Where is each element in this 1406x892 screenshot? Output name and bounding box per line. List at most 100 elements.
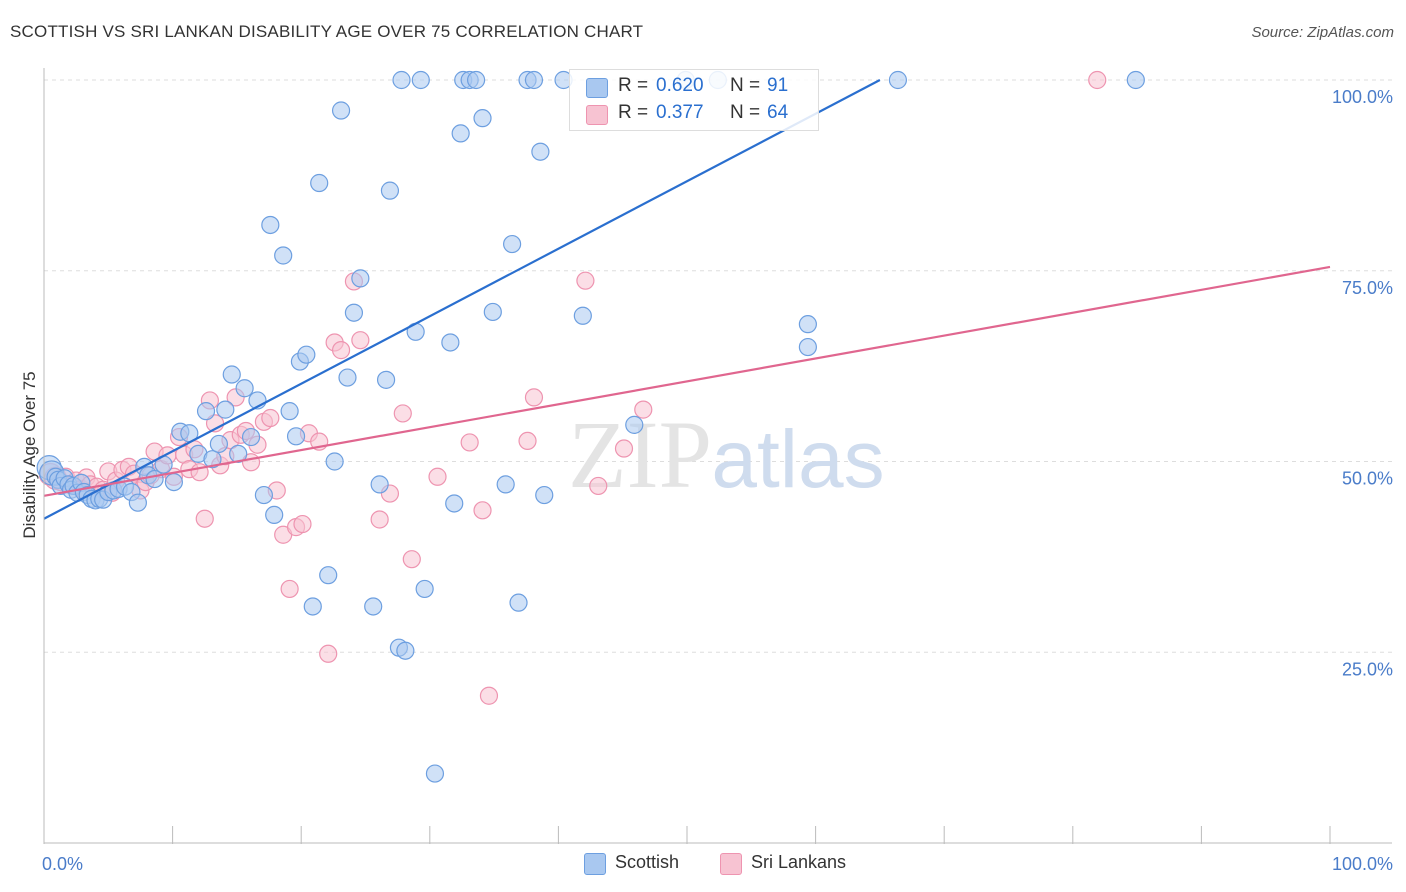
scottish-point [222,365,241,384]
scottish-point [286,427,306,446]
srilankan-point [293,514,312,534]
scottish-point [380,181,400,200]
scottish-point [496,475,515,494]
scottish-point [325,452,344,471]
srilankan-point [576,271,595,290]
srilankan-point [331,341,351,360]
legend-label-scottish: Scottish [615,852,680,872]
srilankan-point [402,550,421,569]
scottish-point [798,337,817,357]
x-tick-label: 100.0% [1332,854,1393,874]
legend-stats: R = 0.620 N = 91 R = 0.377 N = 64 [569,69,819,131]
srilankan-point [261,408,280,428]
srilankan-point [351,331,370,350]
x-tick-label: 0.0% [42,854,83,874]
trend-lines [43,79,1331,520]
scottish-point [203,450,222,469]
legend-r-label: R = [618,102,649,123]
scottish-point [209,434,228,454]
scottish-point [364,597,383,616]
scottish-point [376,370,396,389]
source-label: Source: ZipAtlas.com [1251,24,1394,41]
scottish-point [344,303,364,322]
scottish-point [524,70,544,90]
scottish-point [531,142,550,161]
scottish-point [216,400,235,419]
scottish-point [425,764,445,783]
scottish-point [473,109,492,128]
legend-r-label: R = [618,75,649,96]
scottish-point [297,345,316,364]
srilankan-point [393,404,412,423]
srilankan-point [460,433,479,452]
y-tick-label: 100.0% [1332,87,1393,107]
legend-swatch-scottish [586,78,608,98]
srilankan-point [524,388,544,407]
legend-swatch-scottish [584,853,606,875]
y-tick-label: 50.0% [1342,469,1393,489]
scottish-point [535,485,554,505]
scottish-trend-line [43,79,881,520]
scottish-point [573,306,592,325]
legend-n-label: N = [730,75,761,96]
scottish-point [888,70,908,90]
scottish-point [303,597,322,616]
scottish-point [128,493,147,512]
y-axis-label: Disability Age Over 75 [20,371,39,539]
srilankan-point [195,509,214,528]
legend-swatch-srilankan [586,105,608,125]
scottish-point [235,379,254,398]
chart-title: SCOTTISH VS SRI LANKAN DISABILITY AGE OV… [10,22,644,41]
watermark-atlas: atlas [711,414,884,505]
srilankan-point [634,400,653,419]
data-points [36,70,1145,783]
y-tick-label: 25.0% [1342,659,1393,679]
scottish-point [466,70,486,90]
legend-row-scottish: R = 0.620 N = 91 [570,74,818,100]
srilankan-point [319,644,338,663]
legend-row-srilankan: R = 0.377 N = 64 [570,101,818,127]
legend-n-value: 64 [767,102,789,123]
scottish-point [280,402,299,421]
scottish-point [310,173,329,193]
axes [43,68,1392,844]
scottish-point [241,427,261,447]
scottish-point [415,579,434,599]
scottish-point [798,315,817,334]
srilankan-point [370,510,389,529]
legend-n-value: 91 [767,75,789,96]
legend-r-value: 0.620 [656,75,704,96]
scottish-point [483,302,502,322]
scottish-point [392,70,411,90]
srilankan-point [479,686,499,705]
legend-r-value: 0.377 [656,102,704,123]
scottish-point [265,505,284,525]
scottish-point [370,475,389,494]
scottish-point [351,269,370,288]
scottish-point [164,473,183,492]
scottish-point [441,333,460,352]
legend-swatch-srilankans [720,853,742,875]
scottish-point [396,641,415,660]
legend-label-srilankans: Sri Lankans [751,852,847,872]
srilankan-trend-line [43,265,1331,497]
scottish-point [509,593,528,612]
srilankan-point [614,439,634,458]
scottish-point [261,215,280,235]
scottish-point [503,234,522,254]
legend-n-label: N = [730,102,761,123]
scottish-point [254,485,274,505]
scottish-point [319,566,338,585]
srilankan-point [428,467,447,486]
srilankan-point [473,501,492,520]
y-tick-label: 75.0% [1342,278,1393,298]
scottish-point [451,124,470,143]
scottish-point [331,101,351,120]
scottish-point [338,368,357,387]
scottish-point [445,494,464,513]
srilankan-point [589,476,608,496]
scottish-point [274,246,293,265]
scottish-point [1126,70,1145,90]
srilankan-point [1088,70,1107,90]
grid [44,79,1392,653]
